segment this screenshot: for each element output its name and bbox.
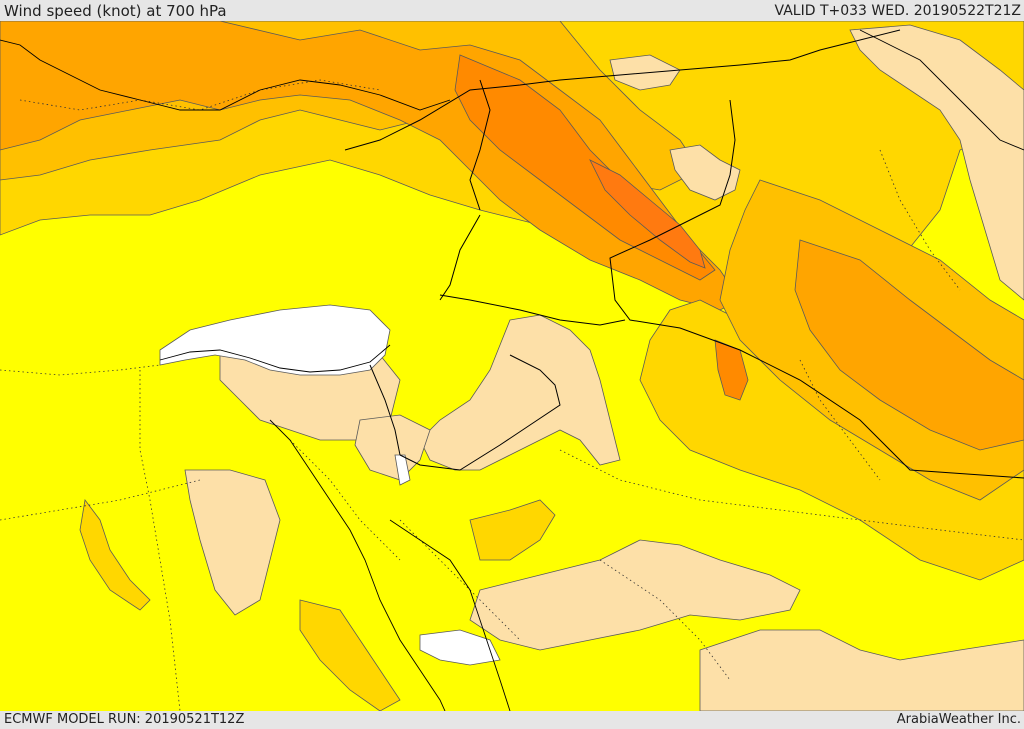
tan-sinai bbox=[354, 414, 431, 481]
valid-time: VALID T+033 WED. 20190522T21Z bbox=[774, 3, 1021, 19]
header-bar: Wind speed (knot) at 700 hPa VALID T+033… bbox=[0, 0, 1024, 21]
deep-orange-core bbox=[589, 159, 706, 269]
tan-northeast bbox=[849, 24, 1024, 301]
tan-iraq-patch bbox=[669, 144, 741, 201]
white-mask-aqaba bbox=[394, 454, 411, 486]
map-title: Wind speed (knot) at 700 hPa bbox=[4, 2, 227, 20]
tan-egypt-strip bbox=[184, 469, 281, 616]
orange-band-east bbox=[794, 239, 1024, 451]
gold-patch-central bbox=[469, 499, 556, 561]
model-run-label: ECMWF MODEL RUN: 20190521T12Z bbox=[4, 712, 245, 727]
white-mask-mediterranean bbox=[159, 304, 391, 376]
white-mask-south bbox=[419, 629, 501, 666]
footer-bar: ECMWF MODEL RUN: 20190521T12Z ArabiaWeat… bbox=[0, 711, 1024, 729]
coastlines bbox=[0, 29, 1024, 711]
country-borders bbox=[344, 29, 1024, 479]
gold-patch-redsea bbox=[299, 599, 401, 711]
tan-central-arabia bbox=[469, 539, 801, 651]
gold-patch-sudan bbox=[79, 499, 151, 611]
wind-speed-map[interactable] bbox=[0, 21, 1024, 711]
tan-southeast bbox=[699, 629, 1024, 711]
credit-label: ArabiaWeather Inc. bbox=[896, 712, 1021, 727]
orange-band-north bbox=[0, 21, 741, 311]
tan-jordan-arabia bbox=[419, 314, 621, 471]
